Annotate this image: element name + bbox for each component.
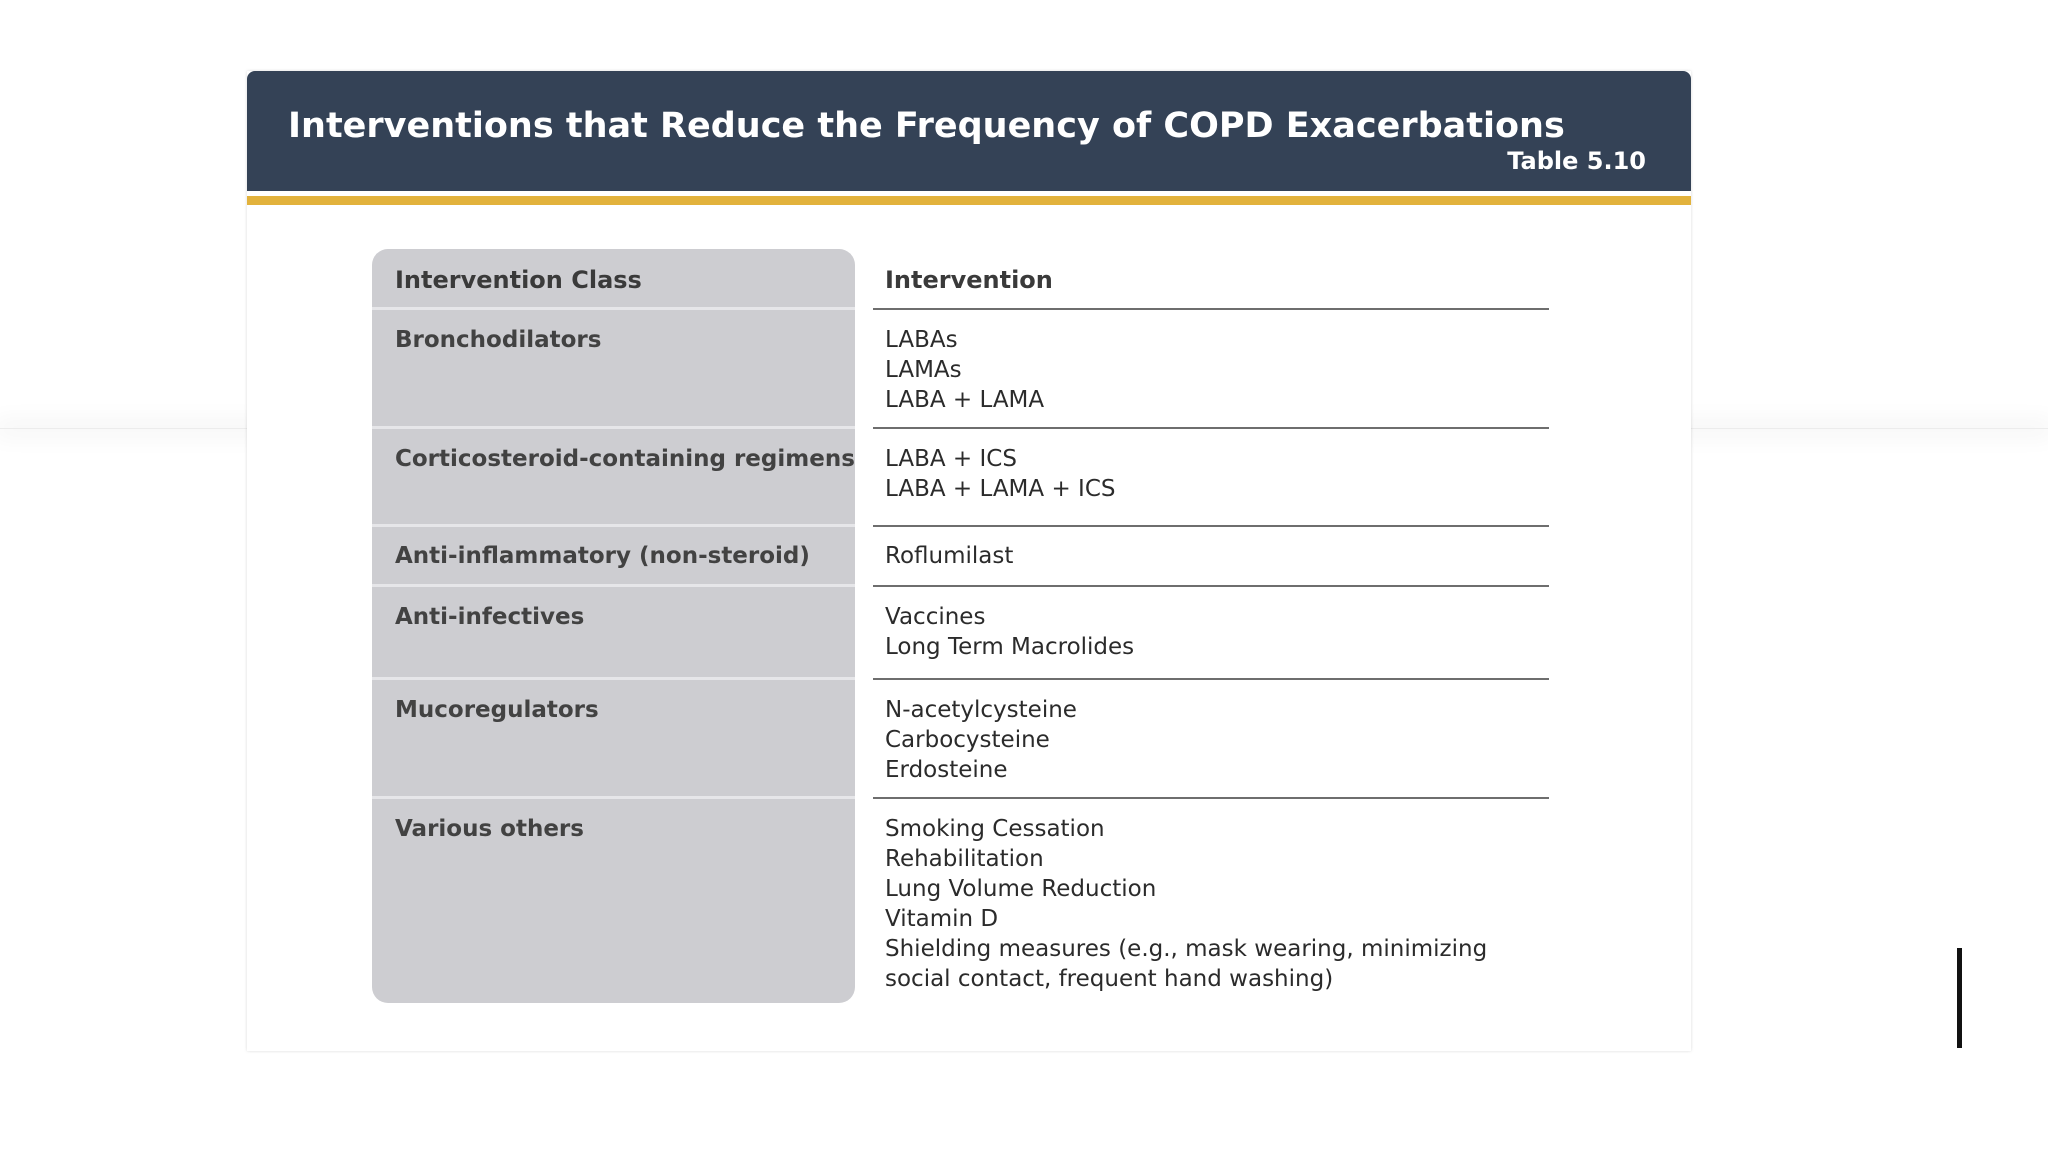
- intervention-item: LABAs: [885, 327, 958, 353]
- intervention-rule: [873, 427, 1549, 429]
- accent-bar: [247, 196, 1691, 205]
- intervention-item: Erdosteine: [885, 757, 1008, 783]
- class-separator: [372, 677, 855, 680]
- intervention-item: Rehabilitation: [885, 846, 1044, 872]
- intervention-item: Vitamin D: [885, 906, 999, 932]
- column-header-class: Intervention Class: [395, 266, 642, 294]
- table-number-label: Table 5.10: [1507, 147, 1646, 175]
- class-separator: [372, 584, 855, 587]
- intervention-rule: [873, 308, 1549, 310]
- slide: Interventions that Reduce the Frequency …: [247, 71, 1691, 1051]
- class-separator: [372, 524, 855, 527]
- intervention-item: Lung Volume Reduction: [885, 876, 1157, 902]
- intervention-item: social contact, frequent hand washing): [885, 966, 1334, 992]
- intervention-item: Carbocysteine: [885, 727, 1050, 753]
- class-separator: [372, 796, 855, 799]
- class-separator: [372, 307, 855, 310]
- intervention-item: Roflumilast: [885, 543, 1014, 569]
- class-cell: Anti-infectives: [395, 604, 585, 630]
- intervention-rule: [873, 585, 1549, 587]
- intervention-item: LABA + LAMA + ICS: [885, 476, 1116, 502]
- column-header-intervention: Intervention: [885, 266, 1053, 294]
- class-cell: Mucoregulators: [395, 697, 599, 723]
- class-separator: [372, 426, 855, 429]
- intervention-item: LAMAs: [885, 357, 962, 383]
- intervention-item: N-acetylcysteine: [885, 697, 1077, 723]
- intervention-rule: [873, 525, 1549, 527]
- class-cell: Bronchodilators: [395, 327, 602, 353]
- class-cell: Various others: [395, 816, 584, 842]
- intervention-class-column: [372, 249, 855, 1003]
- intervention-rule: [873, 678, 1549, 680]
- intervention-item: Long Term Macrolides: [885, 634, 1135, 660]
- intervention-item: Smoking Cessation: [885, 816, 1105, 842]
- class-cell: Corticosteroid-containing regimens: [395, 446, 855, 472]
- intervention-rule: [873, 797, 1549, 799]
- class-cell: Anti-inflammatory (non-steroid): [395, 543, 810, 569]
- intervention-item: Shielding measures (e.g., mask wearing, …: [885, 936, 1488, 962]
- intervention-item: LABA + ICS: [885, 446, 1017, 472]
- intervention-item: LABA + LAMA: [885, 387, 1045, 413]
- intervention-item: Vaccines: [885, 604, 986, 630]
- text-cursor: [1957, 948, 1962, 1048]
- slide-title: Interventions that Reduce the Frequency …: [288, 106, 1565, 146]
- slide-header: Interventions that Reduce the Frequency …: [247, 71, 1691, 191]
